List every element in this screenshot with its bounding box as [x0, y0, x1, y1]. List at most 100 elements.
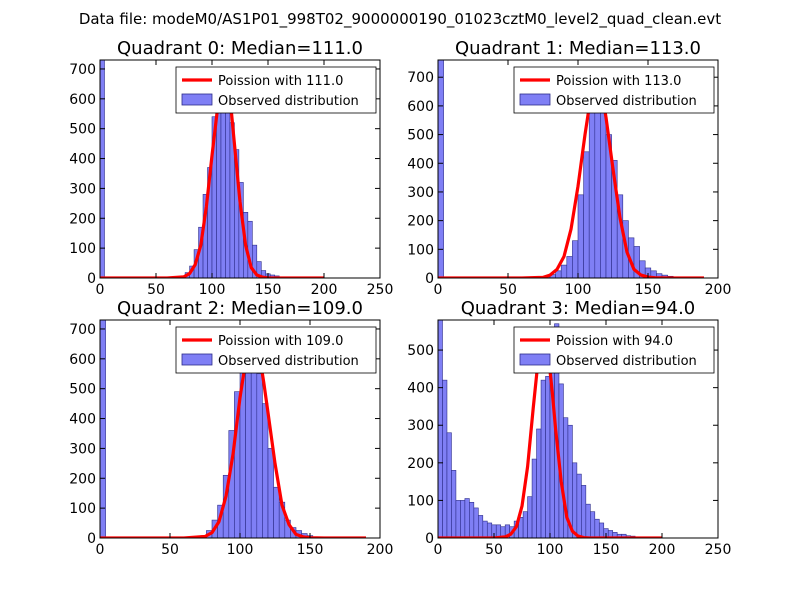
- panel-quadrant-3: Quadrant 3: Median=94.0 0 50 100 150 200 250 0 1…: [407, 298, 731, 558]
- histogram-bar: [594, 111, 601, 278]
- y-tick-label: 0: [425, 531, 434, 547]
- y-tick-label: 200: [407, 214, 434, 230]
- legend-observed-swatch: [519, 93, 551, 106]
- histogram-bar: [267, 448, 274, 538]
- x-tick-label: 0: [96, 282, 105, 298]
- histogram-bar: [486, 522, 493, 538]
- histogram-bar: [250, 346, 258, 538]
- histogram-bar: [585, 503, 591, 538]
- y-tick-label: 400: [407, 156, 434, 172]
- histogram-bar: [566, 256, 573, 278]
- y-tick-label: 200: [407, 456, 434, 472]
- x-tick-label: 200: [367, 542, 394, 558]
- histogram-bar: [577, 194, 584, 278]
- histogram-bar: [225, 98, 231, 278]
- x-tick-label: 250: [367, 282, 394, 298]
- y-tick-label: 200: [69, 211, 96, 227]
- panel-quadrant-2: Quadrant 2: Median=109.0 0 50 100 150 200 0 100…: [69, 298, 393, 558]
- histogram-bar: [588, 105, 596, 278]
- y-tick-label: 0: [87, 271, 96, 287]
- panel-title: Quadrant 2: Median=109.0: [117, 298, 363, 319]
- histogram-bar: [460, 500, 466, 538]
- histogram-bar: [100, 60, 105, 278]
- y-tick-label: 100: [69, 241, 96, 257]
- y-tick-label: 100: [69, 501, 96, 517]
- legend: Poission with 111.0 Observed distribution: [175, 66, 377, 114]
- y-tick-label: 500: [407, 128, 434, 144]
- panel-title: Quadrant 0: Median=111.0: [117, 38, 363, 59]
- y-tick-label: 500: [69, 122, 96, 138]
- x-tick-label: 200: [311, 282, 338, 298]
- y-tick-label: 600: [407, 99, 434, 115]
- histogram-bar: [100, 320, 106, 538]
- x-tick-label: 100: [227, 542, 254, 558]
- y-tick-label: 0: [87, 531, 96, 547]
- y-tick-label: 600: [69, 92, 96, 108]
- x-tick-label: 250: [705, 542, 732, 558]
- y-tick-label: 400: [69, 152, 96, 168]
- histogram-bar: [256, 373, 263, 538]
- histogram-bar: [572, 240, 579, 278]
- y-tick-label: 500: [69, 382, 96, 398]
- x-tick-label: 200: [649, 542, 676, 558]
- histogram-bar: [540, 379, 546, 538]
- y-tick-label: 0: [425, 271, 434, 287]
- histogram-bar: [273, 486, 280, 538]
- legend-observed-label: Observed distribution: [556, 94, 697, 109]
- legend-observed-label: Observed distribution: [556, 354, 697, 369]
- y-tick-label: 700: [69, 62, 96, 78]
- histogram-bar: [256, 261, 262, 278]
- x-tick-label: 50: [161, 542, 179, 558]
- panel-quadrant-0: Quadrant 0: Median=111.0 0 50 100 150 200 250 0…: [69, 38, 393, 298]
- histogram-bar: [598, 522, 605, 538]
- panel-quadrant-1: Quadrant 1: Median=113.0 0 50 100 150 200 0 100…: [407, 38, 731, 298]
- histogram-bar: [262, 403, 269, 538]
- histogram-bar: [594, 518, 600, 538]
- legend-observed-swatch: [519, 353, 551, 366]
- x-tick-label: 150: [255, 282, 282, 298]
- histogram-bar: [455, 500, 461, 538]
- histogram-bar: [451, 470, 457, 538]
- legend: Poission with 94.0 Observed distribution: [513, 326, 715, 374]
- x-tick-label: 0: [434, 542, 443, 558]
- x-tick-label: 100: [199, 282, 226, 298]
- y-tick-label: 400: [407, 381, 434, 397]
- histogram-bar: [572, 462, 578, 538]
- y-tick-label: 300: [69, 181, 96, 197]
- histogram-bar: [442, 379, 448, 538]
- x-tick-label: 100: [565, 282, 592, 298]
- legend-observed-swatch: [181, 93, 213, 106]
- legend-poisson-label: Poission with 113.0: [556, 74, 681, 89]
- plot-area: [438, 60, 704, 278]
- histogram-bar: [478, 515, 484, 538]
- y-tick-label: 200: [69, 471, 96, 487]
- histogram-bar: [469, 501, 475, 538]
- y-tick-label: 300: [69, 441, 96, 457]
- histogram-bar: [522, 511, 528, 538]
- legend-observed-label: Observed distribution: [218, 94, 359, 109]
- histogram-bar: [581, 485, 587, 538]
- histogram-bar: [536, 428, 542, 538]
- x-tick-label: 100: [537, 542, 564, 558]
- axes-frame: [99, 59, 381, 279]
- y-tick-label: 500: [407, 343, 434, 359]
- histogram-bar: [545, 376, 551, 538]
- legend-poisson-label: Poission with 94.0: [556, 334, 673, 349]
- y-tick-label: 300: [407, 185, 434, 201]
- x-tick-label: 150: [297, 542, 324, 558]
- histogram-bar: [583, 151, 590, 278]
- histogram-bar: [438, 320, 443, 538]
- x-tick-label: 50: [485, 542, 503, 558]
- y-tick-label: 700: [407, 70, 434, 86]
- x-tick-label: 50: [147, 282, 165, 298]
- x-tick-label: 50: [499, 282, 517, 298]
- axes-frame: [437, 319, 719, 539]
- histogram-bar: [464, 498, 470, 538]
- histogram-bar: [590, 511, 596, 538]
- x-tick-label: 0: [96, 542, 105, 558]
- histogram-bar: [531, 458, 537, 538]
- y-tick-label: 600: [69, 352, 96, 368]
- subplot-grid: Quadrant 0: Median=111.0 0 50 100 150 200 250 0…: [69, 38, 731, 558]
- histogram-bar: [446, 432, 452, 538]
